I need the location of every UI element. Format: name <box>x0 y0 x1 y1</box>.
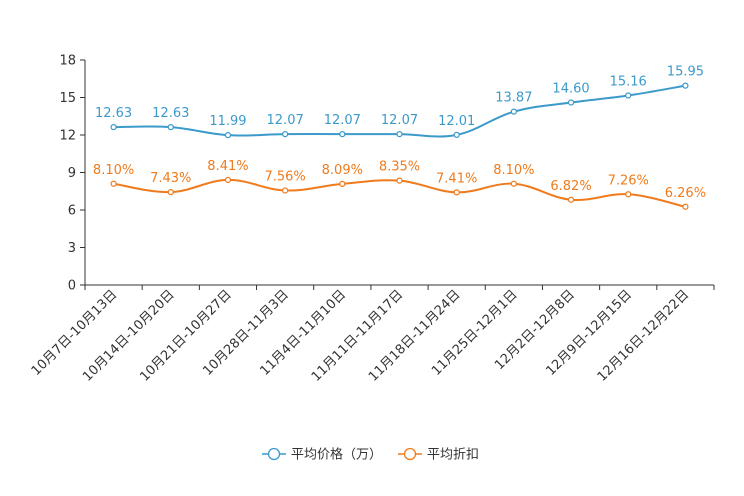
data-label: 12.07 <box>267 113 304 128</box>
data-point[interactable] <box>339 131 346 138</box>
y-tick-label: 0 <box>68 279 76 294</box>
data-label: 11.99 <box>209 114 246 129</box>
data-point[interactable] <box>682 82 689 89</box>
series-line-1 <box>113 84 686 138</box>
data-point[interactable] <box>567 99 575 106</box>
legend-label: 平均折扣 <box>427 448 479 463</box>
legend-marker-icon <box>403 447 417 461</box>
legend-marker-icon <box>267 447 281 461</box>
data-label: 7.43% <box>150 171 191 186</box>
data-label: 8.10% <box>93 163 134 178</box>
data-label: 8.10% <box>493 163 534 178</box>
data-label: 15.95 <box>667 65 704 80</box>
data-label: 8.09% <box>322 163 363 178</box>
legend-label: 平均价格（万） <box>291 447 382 463</box>
data-label: 6.26% <box>665 186 706 201</box>
y-tick-label: 9 <box>68 166 76 181</box>
data-label: 8.41% <box>207 159 248 174</box>
data-point[interactable] <box>167 189 174 196</box>
data-label: 7.56% <box>264 170 305 185</box>
y-tick-label: 15 <box>59 91 76 106</box>
data-label: 6.82% <box>550 179 591 194</box>
data-point[interactable] <box>453 131 460 138</box>
y-tick-label: 12 <box>59 129 76 144</box>
legend-item-2[interactable]: 平均折扣 <box>398 448 479 463</box>
data-label: 15.16 <box>610 75 647 90</box>
data-label: 12.01 <box>438 114 475 129</box>
data-point[interactable] <box>510 108 517 115</box>
data-label: 12.07 <box>324 113 361 128</box>
data-point[interactable] <box>282 131 289 138</box>
data-point[interactable] <box>110 180 117 187</box>
data-label: 12.63 <box>152 106 189 121</box>
data-label: 7.26% <box>608 173 649 188</box>
data-label: 14.60 <box>552 82 589 97</box>
y-tick-label: 6 <box>68 204 76 219</box>
data-point[interactable] <box>396 131 403 138</box>
legend-item-1[interactable]: 平均价格（万） <box>262 447 382 463</box>
data-point[interactable] <box>567 196 575 203</box>
data-point[interactable] <box>682 203 689 210</box>
data-point[interactable] <box>224 176 232 183</box>
data-label: 7.41% <box>436 171 477 186</box>
data-point[interactable] <box>453 189 460 196</box>
data-label: 8.35% <box>379 160 420 175</box>
data-point[interactable] <box>167 124 174 131</box>
data-point[interactable] <box>625 191 632 198</box>
data-point[interactable] <box>510 180 517 187</box>
series-line-2 <box>113 178 686 208</box>
data-label: 12.07 <box>381 113 418 128</box>
data-point[interactable] <box>396 177 403 184</box>
y-tick-label: 3 <box>68 241 76 256</box>
data-point[interactable] <box>224 132 232 139</box>
data-point[interactable] <box>339 180 346 187</box>
data-point[interactable] <box>110 124 117 131</box>
data-label: 12.63 <box>95 106 132 121</box>
data-point[interactable] <box>625 92 632 99</box>
data-label: 13.87 <box>495 91 532 106</box>
y-tick-label: 18 <box>59 54 76 69</box>
data-point[interactable] <box>282 187 289 194</box>
